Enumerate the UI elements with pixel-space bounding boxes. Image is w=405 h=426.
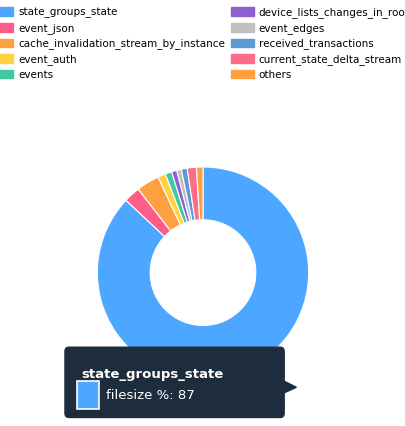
Wedge shape	[176, 169, 192, 222]
Wedge shape	[126, 189, 170, 236]
Wedge shape	[181, 168, 194, 221]
Wedge shape	[196, 167, 202, 220]
Wedge shape	[158, 174, 184, 225]
Wedge shape	[171, 170, 190, 222]
Wedge shape	[97, 167, 308, 378]
Text: filesize %: 87: filesize %: 87	[105, 389, 194, 402]
Wedge shape	[165, 172, 187, 223]
Legend: state_groups_state, event_json, cache_invalidation_stream_by_instance, event_aut: state_groups_state, event_json, cache_in…	[0, 7, 405, 80]
Wedge shape	[187, 167, 199, 220]
Wedge shape	[138, 177, 180, 231]
Text: state_groups_state: state_groups_state	[81, 368, 223, 381]
